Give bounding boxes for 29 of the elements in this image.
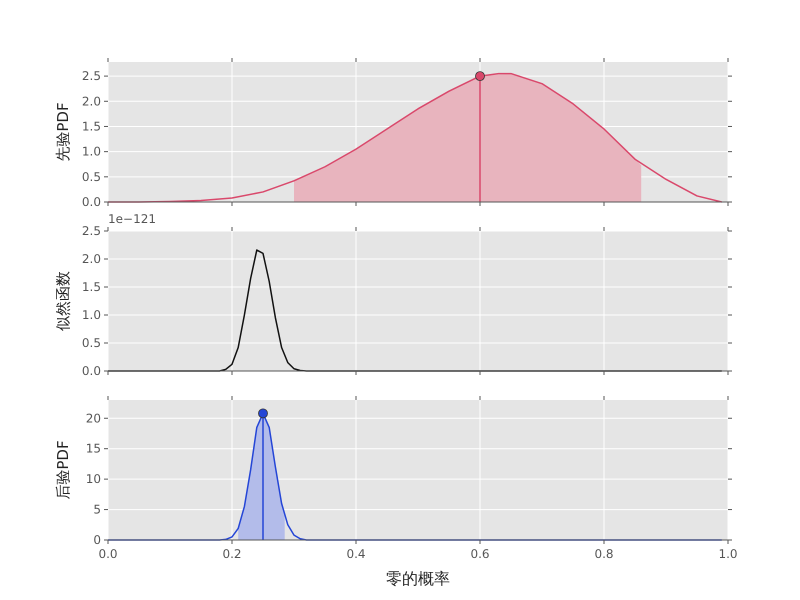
y-axis-title: 后验PDF bbox=[54, 440, 72, 500]
y-axis-title: 似然函数 bbox=[54, 271, 72, 331]
x-tick-label: 0.8 bbox=[594, 547, 614, 561]
y-tick-label: 5 bbox=[93, 502, 101, 517]
x-tick-label: 1.0 bbox=[718, 547, 738, 561]
y-tick-label: 2.0 bbox=[82, 94, 101, 108]
y-tick-label: 2.0 bbox=[82, 252, 101, 266]
y-tick-label: 2.5 bbox=[82, 224, 101, 238]
x-axis-title: 零的概率 bbox=[386, 569, 450, 588]
y-tick-label: 0 bbox=[93, 533, 101, 547]
y-tick-label: 0.0 bbox=[82, 195, 101, 209]
y-tick-label: 0.0 bbox=[82, 364, 101, 378]
line-series bbox=[107, 249, 723, 372]
y-tick-label: 2.5 bbox=[82, 69, 101, 84]
text: 1e−121 bbox=[108, 212, 156, 226]
x-tick-label: 0.4 bbox=[346, 547, 366, 561]
y-tick-label: 10 bbox=[86, 472, 101, 486]
y-tick-label: 1.0 bbox=[82, 144, 101, 159]
x-tick-label: 0.6 bbox=[470, 547, 490, 561]
y-tick-label: 0.5 bbox=[82, 170, 101, 184]
y-tick-label: 1.0 bbox=[82, 308, 101, 322]
y-tick-label: 20 bbox=[86, 411, 101, 426]
y-axis-title: 先验PDF bbox=[54, 102, 72, 162]
x-tick-label: 0.2 bbox=[222, 547, 242, 561]
line-series bbox=[107, 72, 723, 203]
y-tick-label: 1.5 bbox=[82, 119, 101, 134]
y-tick-label: 0.5 bbox=[82, 336, 101, 350]
y-tick-label: 15 bbox=[86, 442, 101, 456]
y-tick-label: 1.5 bbox=[82, 280, 101, 294]
